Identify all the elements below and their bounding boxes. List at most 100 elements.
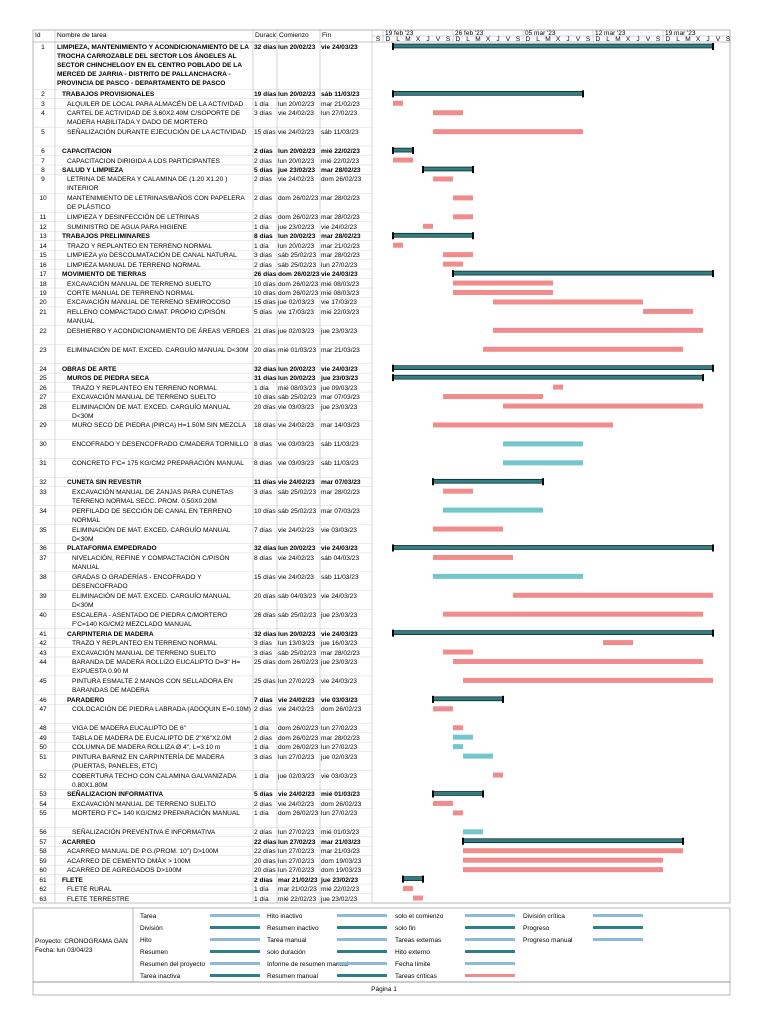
task-finish: jue 23/02/23: [321, 895, 358, 903]
task-bar: [403, 886, 413, 892]
table-frame: [32, 29, 731, 904]
task-duration: 8 días: [254, 554, 272, 562]
task-duration: 26 días: [254, 271, 277, 279]
summary-cap: [452, 270, 454, 278]
task-name: ALQUILER DE LOCAL PARA ALMACÉN DE LA ACT…: [67, 100, 244, 108]
task-finish: mar 28/02/23: [321, 252, 360, 260]
summary-cap: [462, 837, 464, 845]
task-duration: 2 días: [254, 706, 272, 714]
task-finish: mié 22/02/23: [321, 148, 360, 156]
task-bar: [513, 592, 713, 598]
task-bar: [493, 299, 643, 305]
task-bar: [453, 659, 703, 664]
task-start: vie 24/02/23: [278, 706, 314, 714]
task-start: dom 26/02/23: [278, 744, 319, 752]
task-bar: [493, 327, 703, 333]
task-start: lun 20/02/23: [278, 100, 315, 108]
task-start: lun 20/02/23: [278, 91, 316, 99]
task-finish: vie 03/03/23: [321, 526, 357, 534]
task-finish: sáb 11/03/23: [321, 91, 360, 99]
task-duration: 10 días: [254, 290, 276, 297]
task-id: 49: [39, 734, 47, 742]
task-finish: jue 23/03/23: [321, 327, 358, 335]
task-start: lun 20/02/23: [278, 375, 316, 383]
task-duration: 3 días: [254, 488, 272, 496]
summary-bar: [392, 147, 414, 153]
legend-symbol: [465, 938, 515, 941]
legend-label: Informe de resumen manual: [267, 961, 349, 968]
task-finish: vie 24/03/23: [321, 545, 358, 553]
legend-symbol: [337, 950, 387, 953]
task-duration: 32 días: [254, 545, 277, 553]
task-name: FLETE: [62, 876, 83, 884]
task-id: 16: [39, 261, 47, 269]
task-finish: mar 28/02/23: [321, 233, 361, 241]
task-bar: [463, 867, 663, 873]
legend-label: Tareas externas: [395, 937, 442, 944]
task-bar: [463, 753, 493, 759]
task-finish: lun 27/02/23: [321, 810, 358, 818]
task-finish: mar 21/03/23: [321, 346, 360, 354]
task-name: CORTE MANUAL DE TERRENO NORMAL: [67, 290, 195, 297]
task-id: 34: [39, 507, 47, 515]
task-start: lun 27/02/23: [278, 867, 315, 875]
task-start: lun 27/02/23: [278, 829, 315, 837]
summary-cap: [392, 629, 394, 637]
task-start: lun 27/02/23: [278, 857, 315, 865]
task-name: EXCAVACIÓN MANUAL DE TERRENO SUELTO: [67, 280, 211, 288]
task-bar: [453, 290, 553, 295]
task-finish: jue 23/03/23: [321, 403, 358, 411]
task-bar: [503, 460, 583, 466]
task-finish: jue 23/02/23: [321, 876, 359, 884]
task-name: EXCAVACIÓN MANUAL DE TERRENO SUELTO: [72, 800, 216, 808]
task-finish: mar 28/02/23: [321, 214, 360, 222]
task-id: 50: [39, 744, 47, 752]
legend-label: Resumen manual: [267, 973, 318, 980]
task-bar: [483, 346, 683, 352]
summary-bar: [392, 43, 714, 49]
legend-label: División crítica: [523, 913, 565, 920]
task-bar: [463, 848, 683, 854]
task-finish: jue 02/03/23: [321, 753, 358, 761]
task-duration: 20 días: [254, 867, 276, 875]
task-duration: 8 días: [254, 460, 272, 468]
task-id: 26: [39, 384, 47, 392]
task-finish: vie 03/03/23: [321, 696, 358, 704]
task-name: LIMPIEZA Y DESINFECCIÓN DE LETRINAS: [67, 214, 200, 222]
task-start: sáb 25/02/23: [278, 611, 317, 619]
task-name: PLATAFORMA EMPEDRADO: [67, 545, 157, 553]
task-bar: [443, 611, 703, 617]
task-id: 61: [39, 876, 47, 884]
summary-bar: [422, 166, 474, 172]
task-finish: mar 21/03/23: [321, 848, 360, 856]
task-duration: 2 días: [254, 157, 272, 165]
summary-cap: [712, 43, 714, 50]
task-name: MANTENIMIENTO DE LETRINAS/BAÑOS CON PAPE…: [67, 195, 245, 212]
task-duration: 1 día: [254, 810, 269, 818]
day-letter: L: [396, 36, 400, 43]
summary-bar: [392, 545, 714, 550]
task-finish: sáb 04/03/23: [321, 554, 360, 562]
task-bar: [453, 725, 463, 731]
summary-bar: [432, 791, 484, 796]
task-start: vie 17/03/23: [278, 308, 314, 316]
day-letter: L: [536, 36, 540, 43]
task-finish: vie 24/03/23: [321, 271, 358, 279]
task-start: vie 24/02/23: [278, 791, 315, 799]
task-finish: mar 07/03/23: [321, 394, 360, 402]
task-name: SEÑALIZACIÓN DURANTE EJECUCIÓN DE LA ACT…: [67, 129, 247, 137]
task-duration: 22 días: [254, 838, 277, 846]
task-id: 37: [39, 554, 47, 562]
task-duration: 10 días: [254, 394, 276, 402]
task-finish: jue 23/03/23: [321, 659, 358, 666]
task-id: 24: [39, 365, 47, 373]
task-name: LETRINA DE MADERA Y CALAMINA DE (1.20 X1…: [67, 176, 228, 193]
legend-label: Hito: [140, 937, 152, 944]
task-start: vie 24/02/23: [278, 526, 314, 534]
summary-cap: [542, 478, 544, 486]
task-id: 42: [39, 640, 47, 648]
task-id: 33: [39, 488, 47, 496]
task-start: lun 20/02/23: [278, 157, 315, 165]
legend-symbol: [465, 926, 515, 929]
task-id: 47: [39, 706, 47, 714]
